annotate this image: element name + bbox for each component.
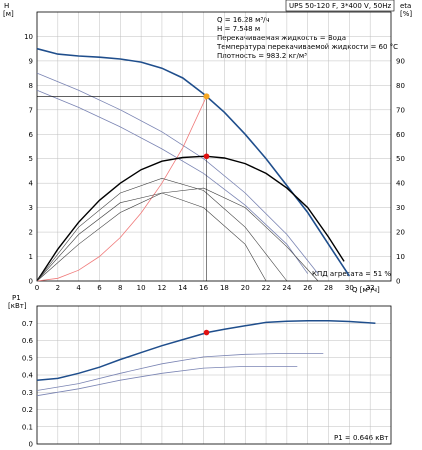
power-y-tick-label: 0.2 — [22, 406, 33, 414]
info-line: Перекачиваемая жидкость = Вода — [217, 34, 346, 42]
x-tick-label: 32 — [366, 284, 375, 292]
power-y-tick-label: 0 — [29, 441, 33, 449]
y2-tick-label: 60 — [396, 131, 405, 139]
y-axis-label: H — [4, 2, 9, 10]
y-tick-label: 4 — [29, 180, 34, 188]
x-tick-label: 0 — [35, 284, 39, 292]
power-plot-frame — [36, 305, 392, 445]
power-label: P1 = 0.646 кВт — [334, 434, 388, 442]
power-y-tick-label: 0.6 — [22, 337, 34, 345]
chart-title: UPS 50-120 F, 3*400 V, 50Hz — [289, 2, 391, 10]
y-tick-label: 2 — [29, 229, 33, 237]
reduced-speed-power-curve — [36, 366, 298, 397]
y2-tick-label: 80 — [396, 82, 405, 90]
x-tick-label: 12 — [157, 284, 166, 292]
y-tick-label: 10 — [24, 33, 33, 41]
power-y-axis-unit: [кВт] — [8, 302, 27, 310]
x-tick-label: 24 — [282, 284, 291, 292]
efficiency-label: КПД агрегата = 51 % — [312, 270, 391, 278]
x-tick-label: 10 — [137, 284, 146, 292]
duty-point-marker — [203, 93, 210, 100]
y2-tick-label: 70 — [396, 106, 405, 114]
plot-frame — [36, 11, 392, 282]
y2-axis-unit: [%] — [400, 10, 412, 18]
y-tick-label: 6 — [29, 131, 34, 139]
reduced-speed-head-curve — [36, 89, 309, 274]
power-plot: 0 0.1 0.2 0.3 0.4 0.5 0.6 0.7 — [22, 305, 392, 449]
y2-tick-label: 90 — [396, 57, 405, 65]
pump-power-curve — [36, 319, 376, 381]
x-tick-label: 6 — [97, 284, 102, 292]
x-tick-label: 2 — [56, 284, 60, 292]
efficiency-point-marker — [203, 153, 210, 160]
y2-axis-label: eta — [400, 2, 411, 10]
y2-tick-label: 50 — [396, 155, 405, 163]
reduced-speed-head-curve — [36, 72, 319, 274]
x-tick-label: 14 — [178, 284, 187, 292]
operating-info: Q = 16.28 м³/ч H = 7.548 м Перекачиваема… — [216, 16, 398, 60]
power-y-tick-label: 0.4 — [22, 372, 34, 380]
x-tick-label: 22 — [262, 284, 271, 292]
power-point-marker — [203, 329, 210, 336]
x-tick-label: 16 — [199, 284, 208, 292]
y-tick-label: 7 — [29, 106, 33, 114]
x-axis-label: Q [м³/ч] — [352, 286, 380, 294]
head-efficiency-plot: 0 2 4 6 8 10 12 14 16 18 20 22 24 26 28 30 3201234567891… — [24, 11, 405, 292]
power-y-tick-label: 0.3 — [22, 389, 33, 397]
info-line: H = 7.548 м — [217, 25, 260, 33]
title-box — [285, 0, 395, 12]
pump-head-curve — [36, 47, 351, 277]
y-tick-label: 0 — [29, 278, 33, 286]
info-line: Q = 16.28 м³/ч — [217, 16, 270, 24]
reduced-speed-power-curve — [36, 353, 324, 391]
y-tick-label: 3 — [29, 204, 33, 212]
info-line: Температура перекачиваемой жидкости = 60… — [216, 43, 398, 51]
power-y-tick-label: 0.5 — [22, 354, 33, 362]
y-axis-unit: [м] — [3, 10, 14, 18]
x-tick-label: 20 — [241, 284, 250, 292]
power-y-axis-label: P1 — [12, 294, 21, 302]
y-tick-label: 9 — [29, 57, 33, 65]
y2-tick-label: 0 — [396, 278, 400, 286]
y2-tick-label: 30 — [396, 204, 405, 212]
power-y-tick-label: 0.7 — [22, 320, 33, 328]
reduced-speed-efficiency-curve — [36, 187, 319, 282]
x-tick-label: 8 — [118, 284, 122, 292]
reduced-speed-efficiency-curve — [36, 177, 288, 282]
y2-tick-label: 10 — [396, 253, 405, 261]
x-tick-label: 28 — [324, 284, 333, 292]
y-tick-label: 1 — [29, 253, 33, 261]
x-tick-label: 18 — [220, 284, 229, 292]
info-line: Плотность = 983.2 кг/м³ — [217, 52, 307, 60]
x-tick-label: 30 — [345, 284, 354, 292]
y-tick-label: 8 — [29, 82, 33, 90]
x-tick-label: 26 — [303, 284, 312, 292]
system-curve — [36, 96, 207, 282]
y2-tick-label: 40 — [396, 180, 405, 188]
power-y-tick-label: 0.1 — [22, 423, 33, 431]
y2-tick-label: 20 — [396, 229, 405, 237]
y-tick-label: 5 — [29, 155, 33, 163]
x-tick-label: 4 — [76, 284, 81, 292]
efficiency-curve — [36, 155, 345, 282]
